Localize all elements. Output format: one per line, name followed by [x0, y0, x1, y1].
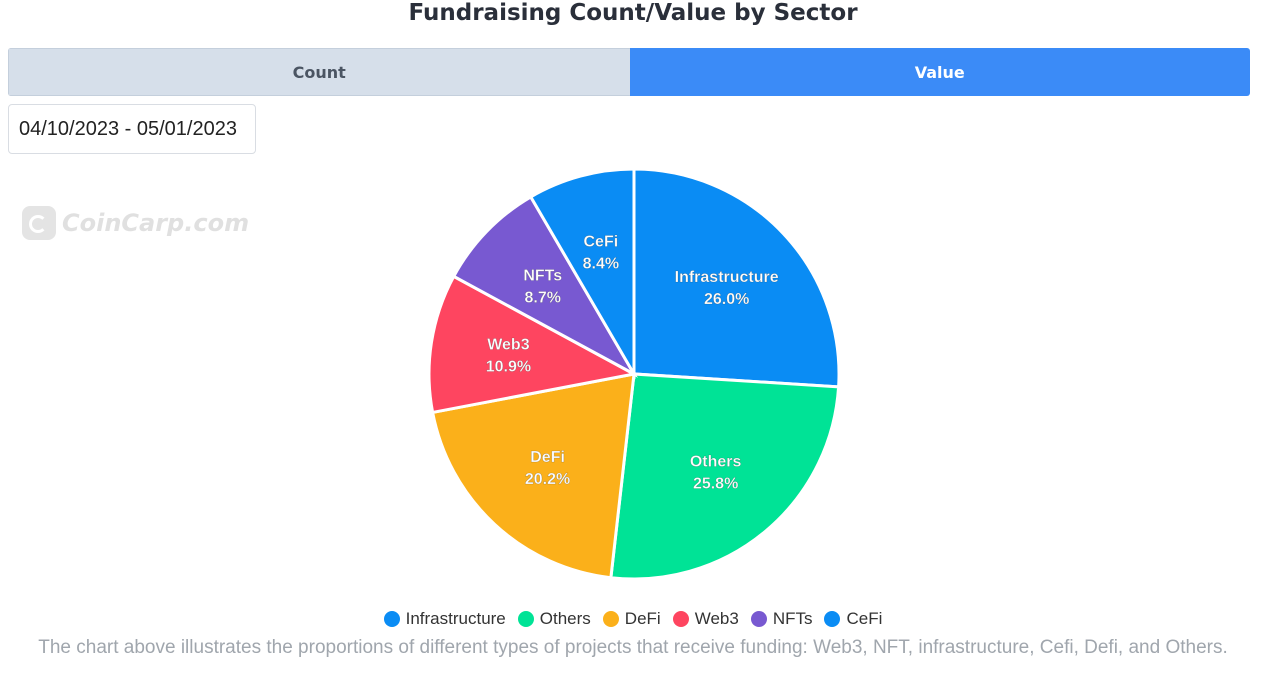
legend-marker-defi [602, 611, 619, 627]
slice-label-infrastructure: Infrastructure [675, 269, 779, 286]
pie-slice-web3[interactable] [427, 274, 639, 415]
legend-label-web3: Web3 [694, 609, 739, 628]
legend-marker-web3 [672, 611, 689, 627]
legend-item-infrastructure[interactable]: Infrastructure [383, 609, 506, 629]
legend-item-others[interactable]: Others [517, 609, 591, 629]
legend-label-others: Others [539, 609, 591, 628]
pie-slice-others[interactable] [609, 372, 841, 581]
pie-slice-nfts[interactable] [451, 194, 638, 378]
date-range-picker[interactable]: 04/10/2023 - 05/01/2023 [8, 104, 256, 154]
legend-marker-cefi [824, 611, 841, 627]
slice-label-nfts: NFTs [523, 268, 562, 285]
tab-count[interactable]: Count [8, 48, 630, 96]
slice-label-web3: Web3 [487, 337, 529, 354]
chart-title: Fundraising Count/Value by Sector [408, 0, 858, 26]
legend-label-infrastructure: Infrastructure [405, 609, 506, 628]
legend-label-cefi: CeFi [846, 609, 883, 628]
legend-item-defi[interactable]: DeFi [602, 609, 661, 629]
legend-item-cefi[interactable]: CeFi [824, 609, 882, 629]
legend-item-web3[interactable]: Web3 [672, 609, 739, 629]
pie-slice-infrastructure[interactable] [632, 167, 841, 389]
legend-label-defi: DeFi [624, 609, 661, 628]
slice-value-defi: 20.2% [525, 471, 570, 488]
slice-value-infrastructure: 26.0% [704, 291, 749, 308]
watermark-text: CoinCarp.com [62, 209, 250, 237]
tab-value[interactable]: Value [629, 48, 1250, 96]
chart-caption: The chart above illustrates the proporti… [38, 637, 1228, 658]
legend-label-nfts: NFTs [772, 609, 813, 628]
slice-value-web3: 10.9% [486, 359, 531, 376]
slice-label-defi: DeFi [530, 449, 565, 466]
slice-value-cefi: 8.4% [583, 255, 619, 272]
watermark: CoinCarp.com [22, 206, 249, 240]
chart-legend: Infrastructure Others DeFi Web3 NFTs CeFi [0, 609, 1266, 629]
legend-marker-others [517, 611, 534, 627]
slice-label-others: Others [690, 453, 742, 470]
legend-marker-nfts [750, 611, 767, 627]
pie-slice-cefi[interactable] [528, 167, 636, 380]
pie-slice-defi[interactable] [430, 372, 636, 580]
legend-item-nfts[interactable]: NFTs [750, 609, 813, 629]
legend-marker-infrastructure [383, 611, 400, 627]
slice-value-others: 25.8% [693, 475, 738, 492]
slice-value-nfts: 8.7% [524, 290, 560, 307]
coincarp-logo-icon [22, 206, 56, 240]
pie-chart: Infrastructure 26.0% Others 25.8% DeFi 20.2% W… [427, 167, 841, 581]
slice-label-cefi: CeFi [584, 233, 619, 250]
metric-tabs: Count Value [8, 48, 1250, 96]
